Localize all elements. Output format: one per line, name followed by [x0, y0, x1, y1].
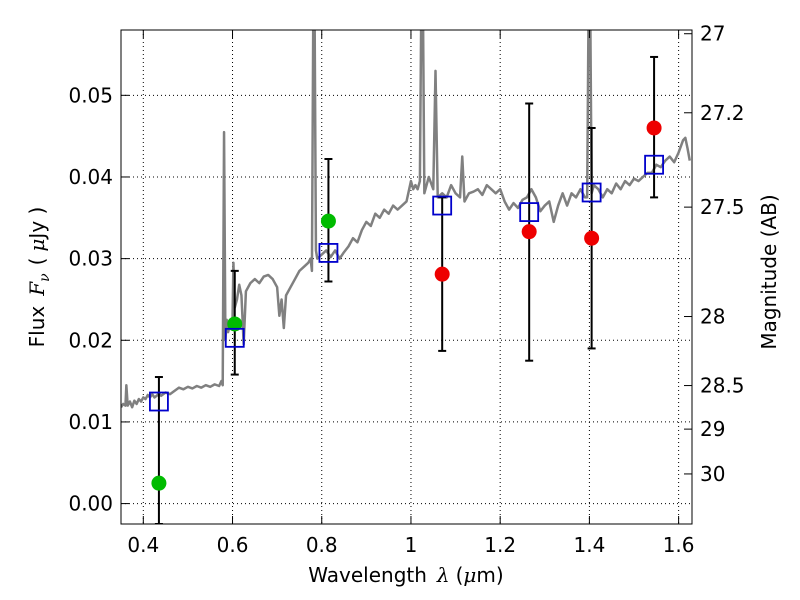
x-tick-label: 0.8	[306, 533, 338, 557]
y2-tick-label: 27.5	[700, 195, 745, 219]
y-tick-label: 0.03	[68, 247, 113, 271]
y-tick-label: 0.01	[68, 410, 113, 434]
measured-point	[584, 230, 600, 246]
x-tick-label: 0.4	[127, 533, 159, 557]
y2-tick-label: 27.2	[700, 101, 745, 125]
y2-tick-label: 27	[700, 22, 725, 46]
x-tick-labels: 0.4 0.6 0.8 1 1.2 1.4 1.6	[127, 533, 694, 557]
y2-axis-label: Magnitude (AB)	[757, 194, 781, 349]
measured-point	[646, 120, 662, 136]
y-tick-label: 0.05	[68, 83, 113, 107]
y-axis-label: FluxFν(μJy )	[25, 207, 53, 348]
y2-tick-label: 28	[700, 305, 725, 329]
x-tick-label: 1.2	[484, 533, 516, 557]
measured-point	[227, 316, 243, 332]
x-tick-label: 0.6	[217, 533, 249, 557]
model-points	[149, 154, 664, 412]
axis-ticks	[121, 30, 692, 524]
spectrum-line	[121, 30, 691, 409]
grid-lines	[121, 30, 692, 524]
y-tick-labels: 0.00 0.01 0.02 0.03 0.04 0.05	[68, 83, 113, 515]
y2-tick-label: 29	[700, 417, 725, 441]
plot-area	[121, 30, 691, 524]
x-axis-label: Wavelength λ (μm)	[308, 563, 503, 587]
plot-frame	[120, 29, 693, 525]
model-point	[432, 195, 453, 216]
measured-point	[434, 266, 450, 282]
y2-tick-label: 30	[700, 462, 725, 486]
measured-point	[521, 224, 537, 240]
measured-point	[151, 475, 167, 491]
measured-points	[151, 120, 662, 491]
model-point	[644, 154, 664, 175]
y-tick-label: 0.02	[68, 328, 113, 352]
y2-tick-labels: 27 27.2 27.5 28 28.5 29 30	[700, 22, 745, 486]
y2-tick-label: 28.5	[700, 374, 745, 398]
measured-point	[320, 213, 336, 229]
y-tick-label: 0.00	[68, 492, 113, 516]
x-tick-label: 1.6	[663, 533, 695, 557]
model-point	[318, 243, 339, 263]
model-point	[224, 327, 245, 348]
error-bars	[154, 55, 659, 524]
model-point	[519, 202, 540, 222]
x-tick-label: 1	[405, 533, 418, 557]
y-tick-label: 0.04	[68, 165, 113, 189]
model-point	[149, 391, 169, 412]
x-tick-label: 1.4	[573, 533, 605, 557]
model-point	[581, 182, 602, 203]
